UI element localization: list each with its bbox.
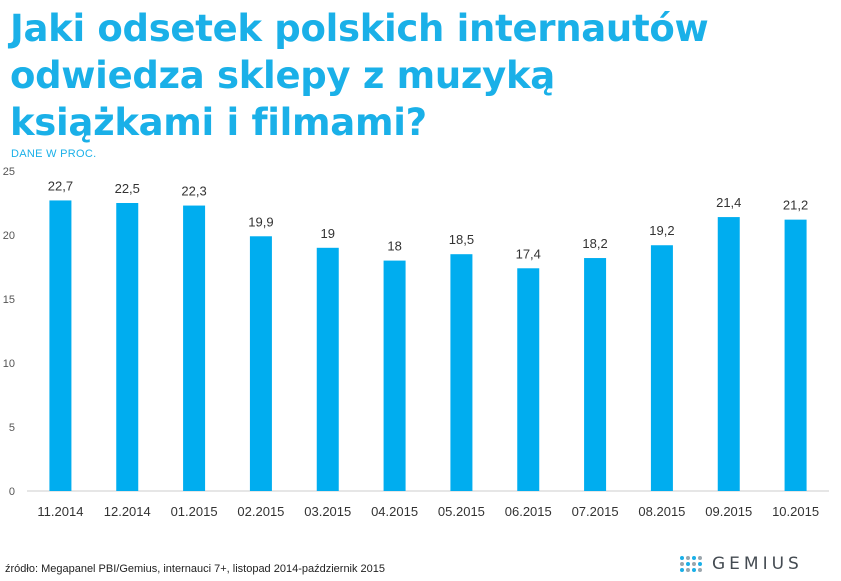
y-tick-label: 0 — [9, 486, 15, 498]
data-label: 18,2 — [582, 236, 607, 251]
x-tick-label: 04.2015 — [371, 504, 418, 519]
logo-text: GEMIUS — [712, 554, 803, 574]
x-tick-label: 06.2015 — [505, 504, 552, 519]
y-tick-label: 10 — [3, 358, 15, 370]
chart-title-line-2: odwiedza sklepy z muzyką — [10, 54, 555, 97]
bar — [183, 205, 206, 491]
data-label: 21,2 — [783, 198, 808, 213]
data-label: 19,2 — [649, 223, 674, 238]
bar — [450, 254, 473, 491]
bar — [517, 268, 540, 491]
data-label: 18 — [387, 239, 401, 254]
source-note: źródło: Megapanel PBI/Gemius, internauci… — [5, 563, 386, 575]
data-label: 21,4 — [716, 195, 741, 210]
y-tick-label: 25 — [3, 166, 15, 178]
data-label: 19 — [321, 226, 335, 241]
data-label: 18,5 — [449, 232, 474, 247]
x-tick-label: 01.2015 — [171, 504, 218, 519]
bar — [717, 217, 740, 491]
chart-subtitle: DANE W PROC. — [11, 148, 97, 160]
chart-title-line-3: książkami i filmami? — [10, 101, 427, 144]
x-tick-label: 10.2015 — [772, 504, 819, 519]
bar — [316, 247, 339, 491]
bar — [383, 260, 406, 491]
data-label: 22,3 — [181, 184, 206, 199]
y-tick-label: 20 — [3, 230, 15, 242]
x-tick-label: 08.2015 — [638, 504, 685, 519]
x-tick-label: 12.2014 — [104, 504, 151, 519]
chart-title-line-1: Jaki odsetek polskich internautów — [10, 7, 709, 50]
data-label: 17,4 — [516, 246, 541, 261]
data-label: 22,5 — [115, 181, 140, 196]
bar — [784, 219, 807, 491]
bar — [49, 200, 72, 491]
x-tick-label: 05.2015 — [438, 504, 485, 519]
bar-chart: 0 5 10 15 20 25 22,7 11.2014 22,5 12.2014 22,3 01.2… — [3, 166, 829, 519]
bar — [116, 203, 139, 491]
bar — [650, 245, 673, 491]
data-label: 19,9 — [248, 214, 273, 229]
x-tick-label: 02.2015 — [237, 504, 284, 519]
data-label: 22,7 — [48, 178, 73, 193]
x-tick-label: 07.2015 — [572, 504, 619, 519]
y-tick-label: 15 — [3, 294, 15, 306]
bar — [249, 236, 272, 491]
y-tick-label: 5 — [9, 422, 15, 434]
x-tick-label: 03.2015 — [304, 504, 351, 519]
x-tick-label: 11.2014 — [37, 504, 83, 519]
logo-dots-icon — [680, 556, 702, 572]
x-tick-label: 09.2015 — [705, 504, 752, 519]
bar — [584, 258, 607, 491]
gemius-logo: GEMIUS — [680, 554, 803, 574]
